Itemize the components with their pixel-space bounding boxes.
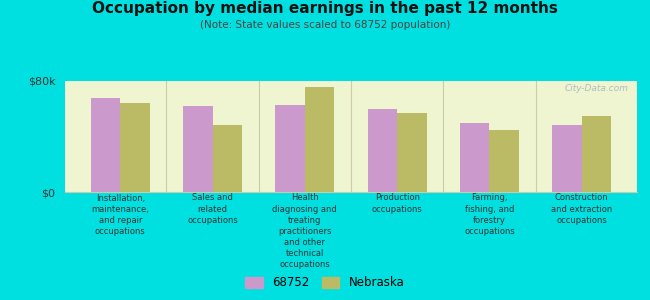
Text: Farming,
fishing, and
forestry
occupations: Farming, fishing, and forestry occupatio… [464, 194, 515, 236]
Bar [120, 103, 150, 192]
Legend: 68752, Nebraska: 68752, Nebraska [240, 272, 410, 294]
Text: Production
occupations: Production occupations [372, 194, 422, 214]
Text: (Note: State values scaled to 68752 population): (Note: State values scaled to 68752 popu… [200, 20, 450, 29]
Bar [91, 98, 120, 192]
Bar [397, 113, 426, 192]
Bar [213, 125, 242, 192]
Text: Construction
and extraction
occupations: Construction and extraction occupations [551, 194, 612, 225]
Text: Health
diagnosing and
treating
practitioners
and other
technical
occupations: Health diagnosing and treating practitio… [272, 194, 337, 269]
Bar [582, 116, 611, 192]
Text: Occupation by median earnings in the past 12 months: Occupation by median earnings in the pas… [92, 2, 558, 16]
Text: City-Data.com: City-Data.com [564, 84, 629, 93]
Bar [276, 105, 305, 192]
Bar [489, 130, 519, 192]
Text: Installation,
maintenance,
and repair
occupations: Installation, maintenance, and repair oc… [92, 194, 150, 236]
Text: Sales and
related
occupations: Sales and related occupations [187, 194, 238, 225]
Bar [460, 123, 489, 192]
Bar [368, 109, 397, 192]
Bar [305, 86, 334, 192]
Bar [183, 106, 213, 192]
Bar [552, 125, 582, 192]
